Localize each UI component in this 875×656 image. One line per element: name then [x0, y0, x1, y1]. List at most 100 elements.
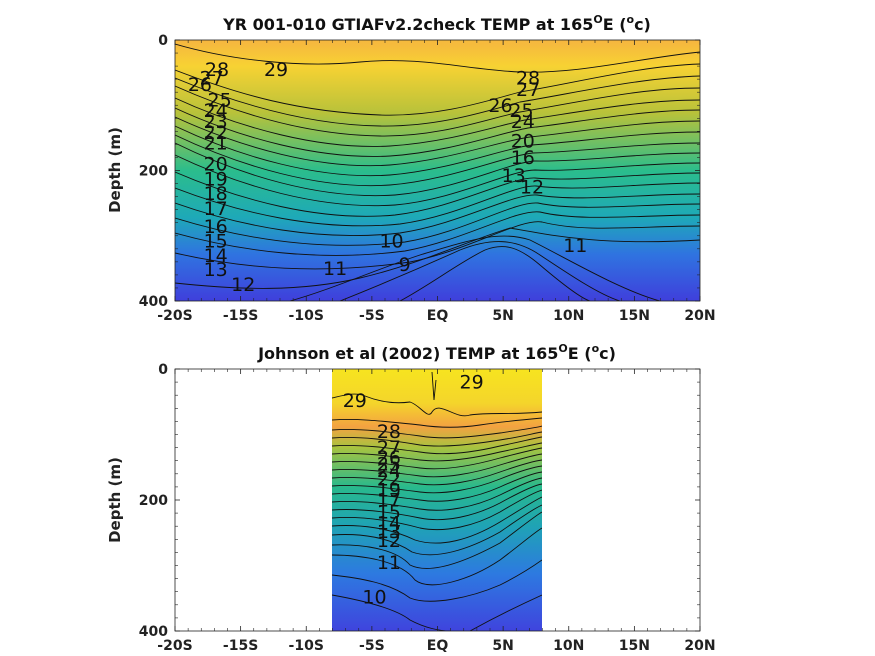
- top-contour-label: 29: [264, 59, 288, 81]
- top-isotherms: [175, 43, 700, 301]
- bottom-contour-label: 22: [377, 469, 401, 491]
- obs-isotherm-28: [332, 417, 542, 428]
- obs-isotherm-20: [332, 465, 542, 494]
- top-contour-label: 14: [204, 245, 228, 267]
- top-y-axis-label: Depth (m): [106, 127, 124, 213]
- top-contour-label: 24: [511, 111, 535, 133]
- top-y-tick-label: 400: [139, 294, 168, 310]
- bottom-isotherms: [332, 371, 542, 631]
- top-contour-label: 28: [205, 59, 229, 81]
- bottom-chart-title: Johnson et al (2002) TEMP at 165OE (oc): [257, 342, 616, 363]
- top-x-axis: -20S -15S -10S -5S EQ 5N 10N 15N 20N: [157, 40, 716, 324]
- top-contour-label: 24: [204, 100, 228, 122]
- top-x-tick-label: -15S: [223, 308, 258, 324]
- bottom-y-axis: 0 200 400: [139, 362, 700, 640]
- isotherm-12: [175, 227, 700, 289]
- top-x-tick-label: -10S: [289, 308, 324, 324]
- obs-isotherm-12: [332, 527, 542, 586]
- top-contour-label: 23: [204, 111, 228, 133]
- bottom-contour-label: 19: [377, 480, 401, 502]
- bottom-contour-label: 28: [377, 421, 401, 443]
- isotherm-24: [175, 107, 700, 157]
- isotherm-17: [175, 182, 700, 227]
- bottom-y-tick-label: 0: [158, 362, 168, 378]
- obs-isotherm-22: [332, 453, 542, 478]
- isotherm-18: [175, 171, 700, 217]
- top-contour-label: 25: [509, 100, 533, 122]
- obs-isotherm-14: [332, 504, 542, 556]
- isotherm-23: [175, 116, 700, 167]
- top-contour-label: 27: [200, 67, 224, 89]
- obs-isotherm-21: [332, 459, 542, 486]
- bottom-contour-label: 24: [377, 460, 401, 482]
- top-contour-label: 22: [204, 122, 228, 144]
- top-x-tick-label: 10N: [553, 308, 584, 324]
- isotherm-15: [175, 202, 700, 246]
- obs-isotherm-25: [332, 436, 542, 455]
- top-x-tick-label: 15N: [619, 308, 650, 324]
- top-contour-label: 19: [204, 169, 228, 191]
- obs-isotherm-19: [332, 471, 542, 502]
- bottom-contour-label: 13: [377, 521, 401, 543]
- top-contour-label: 16: [204, 216, 228, 238]
- top-contour-label: 12: [231, 274, 255, 296]
- top-x-tick-label: -20S: [157, 308, 192, 324]
- bottom-x-tick-label: 10N: [553, 638, 584, 654]
- isotherm-27: [175, 75, 700, 127]
- top-panel: YR 001-010 GTIAFv2.2check TEMP at 165OE …: [106, 13, 716, 324]
- top-contour-label: 13: [204, 259, 228, 281]
- bottom-x-tick-label: -5S: [359, 638, 385, 654]
- bottom-y-tick-label: 200: [139, 493, 168, 509]
- top-y-axis: 0 200 400: [139, 33, 700, 310]
- isotherm-26: [175, 85, 700, 137]
- top-plot-area: 2928272625242322212019181716151413121110…: [175, 40, 700, 301]
- top-contour-label: 20: [204, 154, 228, 176]
- top-contour-label: 13: [502, 165, 526, 187]
- obs-isotherm-23: [332, 447, 542, 470]
- top-contour-label: 17: [204, 198, 228, 220]
- bottom-contour-label: 14: [377, 512, 401, 534]
- isotherm-25: [175, 97, 700, 147]
- bottom-x-tick-label: -20S: [157, 638, 192, 654]
- bottom-contour-label: 25: [377, 454, 401, 476]
- bottom-panel: Johnson et al (2002) TEMP at 165OE (oc): [106, 342, 716, 654]
- bottom-x-tick-label: -10S: [289, 638, 324, 654]
- bottom-contour-label: 17: [377, 490, 401, 512]
- bottom-contour-label: 10: [362, 586, 386, 608]
- obs-isotherm-24: [332, 442, 542, 462]
- bottom-y-axis-label: Depth (m): [106, 457, 124, 543]
- top-contour-label: 15: [204, 230, 228, 252]
- obs-isotherm-29a: [332, 393, 542, 417]
- bottom-x-tick-label: -15S: [223, 638, 258, 654]
- top-contour-label: 26: [488, 95, 512, 117]
- obs-isotherm-26: [332, 431, 542, 447]
- bottom-contour-label: 29: [343, 390, 367, 412]
- top-x-tick-label: -5S: [359, 308, 385, 324]
- isotherm-21: [175, 134, 700, 187]
- obs-isotherm-16: [332, 489, 542, 531]
- isotherm-28: [175, 63, 700, 116]
- bottom-x-tick-label: 5N: [492, 638, 513, 654]
- bottom-contour-label: 26: [377, 447, 401, 469]
- isotherm-29: [175, 43, 700, 73]
- top-contour-label: 28: [516, 67, 540, 89]
- isotherm-19: [175, 154, 700, 207]
- bottom-x-tick-label: 20N: [684, 638, 715, 654]
- top-contour-label: 11: [323, 258, 347, 280]
- obs-isotherm-18: [332, 477, 542, 511]
- obs-isotherm-17: [332, 483, 542, 521]
- isotherm-11: [289, 235, 661, 301]
- bottom-x-tick-label: EQ: [427, 638, 449, 654]
- top-contour-label: 16: [511, 147, 535, 169]
- bottom-contour-label: 11: [377, 552, 401, 574]
- top-contour-label: 9: [399, 254, 411, 276]
- top-contour-label: 12: [520, 176, 544, 198]
- isotherm-16: [175, 193, 700, 236]
- bottom-temperature-field: [332, 369, 542, 631]
- top-x-tick-label: 5N: [492, 308, 513, 324]
- bottom-x-axis: -20S -15S -10S -5S EQ 5N 10N 15N 20N: [157, 369, 716, 654]
- isotherm-10: [339, 241, 621, 301]
- top-contour-label: 25: [208, 90, 232, 112]
- bottom-contour-label: 29: [460, 372, 484, 394]
